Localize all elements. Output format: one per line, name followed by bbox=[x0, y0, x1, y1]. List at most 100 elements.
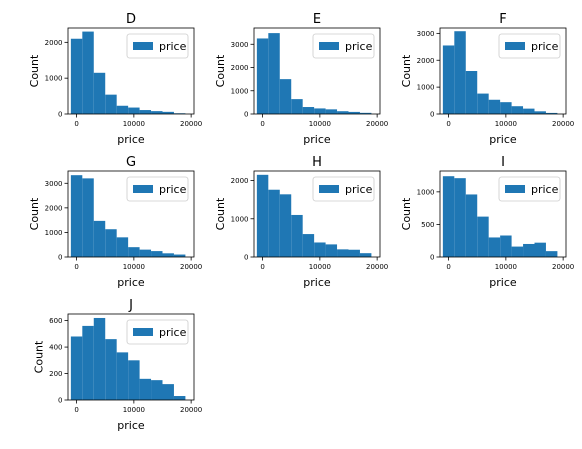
histogram-bar bbox=[268, 189, 280, 257]
histogram-bar bbox=[173, 396, 186, 400]
y-tick-label: 400 bbox=[49, 344, 62, 352]
x-tick-label: 0 bbox=[74, 406, 78, 414]
histogram-bar bbox=[534, 111, 546, 114]
legend-swatch bbox=[133, 185, 153, 193]
legend-frame bbox=[126, 33, 189, 59]
histogram-bar bbox=[442, 45, 455, 114]
x-tick-label: 20000 bbox=[552, 120, 574, 128]
x-axis-label: price bbox=[489, 133, 517, 146]
histogram-bar bbox=[454, 178, 466, 257]
histogram-bar bbox=[139, 110, 152, 114]
legend-frame bbox=[312, 176, 375, 202]
y-tick-label: 600 bbox=[49, 317, 62, 325]
y-tick-label: 0 bbox=[244, 111, 248, 119]
histogram-bar bbox=[477, 93, 489, 114]
subplot-title: D bbox=[126, 12, 136, 27]
histogram-bar bbox=[268, 33, 280, 114]
legend-swatch bbox=[319, 42, 339, 50]
histogram-bar bbox=[511, 106, 524, 114]
y-tick-label: 1000 bbox=[45, 229, 63, 237]
axes-frame bbox=[439, 27, 567, 115]
subplot-title: G bbox=[126, 155, 136, 170]
histogram-bar bbox=[302, 107, 315, 114]
x-axis-label: price bbox=[117, 276, 145, 289]
legend-frame bbox=[312, 33, 375, 59]
y-tick-label: 0 bbox=[244, 254, 248, 262]
y-tick-label: 0 bbox=[58, 111, 62, 119]
y-axis-label: Count bbox=[214, 54, 227, 87]
subplot-title: I bbox=[501, 155, 505, 170]
y-tick-label: 2000 bbox=[231, 64, 249, 72]
x-tick-label: 0 bbox=[446, 263, 450, 271]
subplot-title: E bbox=[313, 12, 321, 27]
y-tick-label: 0 bbox=[430, 111, 434, 119]
x-tick-label: 20000 bbox=[366, 120, 388, 128]
axes-frame bbox=[67, 313, 195, 401]
y-tick-label: 3000 bbox=[45, 180, 63, 188]
histogram-bar bbox=[93, 220, 106, 257]
x-tick-label: 0 bbox=[260, 120, 264, 128]
histogram-bar bbox=[545, 251, 558, 257]
histogram-bar bbox=[93, 72, 106, 114]
histogram-bar bbox=[151, 111, 163, 114]
x-tick-label: 20000 bbox=[180, 406, 202, 414]
histogram-bar bbox=[139, 249, 152, 257]
legend-label: price bbox=[531, 183, 559, 196]
legend-frame bbox=[126, 319, 189, 345]
y-axis-label: Count bbox=[400, 197, 413, 230]
histogram-bar bbox=[511, 246, 524, 257]
histogram-bar bbox=[465, 71, 478, 114]
histogram-bar bbox=[173, 254, 186, 257]
histogram-bar bbox=[534, 242, 546, 257]
axes-frame bbox=[67, 170, 195, 258]
y-tick-label: 0 bbox=[58, 397, 62, 405]
histogram-bar bbox=[151, 380, 163, 400]
y-tick-label: 0 bbox=[58, 254, 62, 262]
legend-swatch bbox=[505, 42, 525, 50]
histogram-bar bbox=[325, 109, 338, 114]
histogram-bar bbox=[442, 176, 455, 257]
subplot-title: F bbox=[499, 12, 506, 27]
y-tick-label: 500 bbox=[421, 221, 434, 229]
histogram-bar bbox=[70, 336, 83, 400]
histogram-bar bbox=[116, 237, 129, 257]
y-tick-label: 1000 bbox=[231, 87, 249, 95]
y-tick-label: 3000 bbox=[231, 41, 249, 49]
histogram-bar bbox=[454, 31, 466, 114]
histogram-bar bbox=[500, 102, 512, 114]
histogram-bar bbox=[116, 352, 129, 400]
x-tick-label: 10000 bbox=[309, 263, 331, 271]
legend-label: price bbox=[345, 40, 373, 53]
legend: price bbox=[126, 319, 189, 345]
legend-swatch bbox=[505, 185, 525, 193]
legend-frame bbox=[126, 176, 189, 202]
histogram-bar bbox=[465, 194, 478, 257]
x-tick-label: 10000 bbox=[123, 263, 145, 271]
legend-label: price bbox=[159, 183, 187, 196]
histogram-bar bbox=[279, 79, 292, 114]
x-axis-label: price bbox=[303, 133, 331, 146]
y-tick-label: 1000 bbox=[45, 75, 63, 83]
histogram-bar bbox=[128, 107, 140, 114]
y-tick-label: 1000 bbox=[417, 188, 435, 196]
histogram-bar bbox=[279, 194, 292, 257]
histogram-bar bbox=[291, 214, 303, 257]
x-tick-label: 0 bbox=[446, 120, 450, 128]
legend-label: price bbox=[159, 40, 187, 53]
histogram-bar bbox=[162, 384, 174, 400]
legend-frame bbox=[498, 33, 561, 59]
y-axis-label: Count bbox=[400, 54, 413, 87]
y-tick-label: 2000 bbox=[231, 177, 249, 185]
legend-swatch bbox=[319, 185, 339, 193]
histogram-bar bbox=[302, 234, 315, 257]
histogram-bar bbox=[70, 38, 83, 114]
y-tick-label: 2000 bbox=[45, 39, 63, 47]
histogram-bar bbox=[359, 112, 372, 114]
y-axis-label: Count bbox=[28, 197, 41, 230]
